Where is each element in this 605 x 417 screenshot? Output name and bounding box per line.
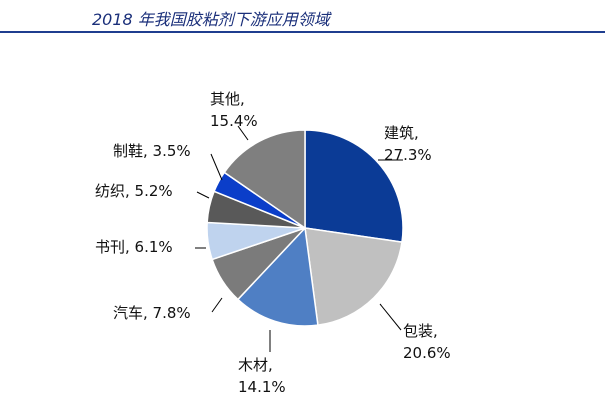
leader-line	[237, 125, 249, 141]
leader-line	[211, 297, 223, 313]
pie-slice	[223, 129, 306, 230]
slice-value-label: 20.6%	[403, 344, 451, 362]
slice-label: 制鞋, 3.5%	[113, 142, 191, 160]
leader-line	[196, 191, 210, 199]
leader-line	[210, 153, 223, 181]
slice-label: 纺织, 5.2%	[95, 182, 173, 200]
slice-value-label: 15.4%	[210, 112, 258, 130]
slice-value-label: 27.3%	[384, 146, 432, 164]
pie-slice	[236, 226, 319, 327]
slice-label: 汽车, 7.8%	[113, 304, 191, 322]
slice-label: 其他,	[210, 90, 245, 108]
slice-value-label: 14.1%	[238, 378, 286, 396]
slice-label: 包装,	[403, 322, 438, 340]
slice-label: 建筑,	[384, 124, 419, 142]
slice-label: 书刊, 6.1%	[95, 238, 173, 256]
slice-label: 木材,	[238, 356, 273, 374]
chart-title: 2018 年我国胶粘剂下游应用领域	[92, 10, 330, 29]
pie-slice	[304, 227, 403, 326]
pie-slice	[304, 129, 404, 243]
title-divider	[0, 31, 605, 33]
leader-line	[379, 303, 402, 331]
